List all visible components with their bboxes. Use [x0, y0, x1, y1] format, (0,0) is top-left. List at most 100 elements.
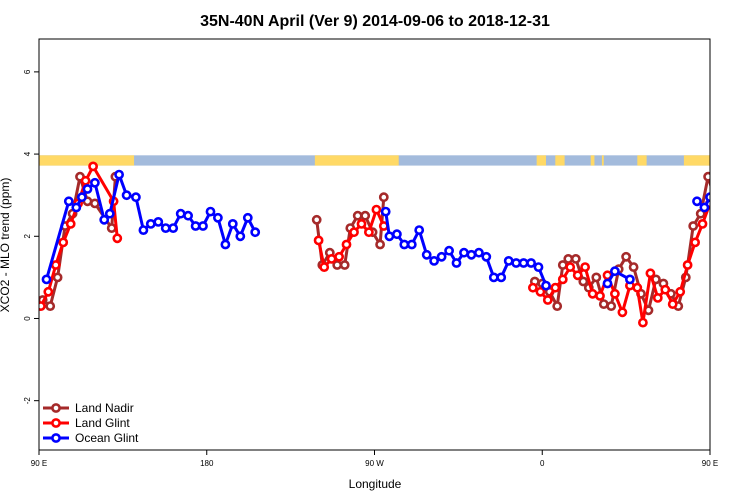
data-point	[104, 208, 115, 219]
data-point	[550, 282, 561, 293]
data-point	[533, 262, 544, 272]
data-point	[703, 171, 710, 182]
data-point	[391, 229, 402, 240]
x-axis-label: Longitude	[349, 477, 402, 491]
y-axis-label: XCO2 - MLO trend (ppm)	[0, 178, 12, 313]
data-point	[356, 218, 367, 229]
data-point	[378, 192, 389, 203]
y-tick-label: 6	[23, 69, 32, 74]
data-point	[705, 192, 710, 203]
data-point	[591, 272, 602, 283]
data-point	[360, 210, 371, 221]
data-point	[598, 299, 609, 309]
data-point	[578, 276, 589, 287]
data-point	[429, 255, 439, 266]
y-tick-label: 2	[23, 234, 32, 239]
data-point	[130, 192, 141, 203]
series-layer	[39, 161, 750, 328]
data-point	[242, 212, 253, 223]
data-point	[63, 196, 74, 207]
data-point	[466, 249, 477, 260]
data-point	[744, 171, 750, 178]
data-point	[451, 258, 462, 268]
data-point	[82, 184, 93, 194]
data-point	[235, 231, 246, 242]
data-point	[712, 198, 719, 205]
data-point	[250, 227, 261, 238]
data-point	[319, 262, 330, 272]
data-point	[114, 169, 124, 180]
data-point	[552, 301, 563, 311]
data-point	[80, 175, 91, 186]
band-land-segment	[39, 155, 135, 166]
data-point	[153, 216, 164, 227]
data-point	[77, 192, 87, 203]
data-point	[628, 262, 639, 272]
data-point	[145, 218, 156, 229]
data-point	[645, 268, 656, 279]
data-point	[349, 227, 359, 238]
series-line	[532, 198, 710, 325]
data-point	[518, 258, 529, 268]
series-land-nadir	[39, 171, 747, 316]
data-point	[41, 274, 52, 285]
data-point	[99, 214, 110, 225]
band-land-segment	[601, 155, 604, 166]
data-point	[580, 262, 590, 272]
data-point	[595, 290, 605, 301]
data-point	[688, 221, 699, 231]
data-point	[602, 278, 613, 289]
data-point	[481, 251, 492, 262]
data-point	[610, 266, 620, 277]
data-point	[535, 286, 546, 297]
data-point	[528, 282, 538, 293]
data-point	[45, 301, 56, 311]
data-point	[160, 223, 171, 233]
data-point	[721, 163, 728, 170]
data-point	[473, 247, 484, 258]
y-tick-label: 4	[23, 151, 32, 156]
data-point	[138, 225, 149, 235]
data-point	[363, 227, 374, 238]
band-land-segment	[637, 155, 647, 166]
series-ocean-glint	[41, 169, 750, 291]
data-point	[729, 216, 736, 223]
data-point	[682, 260, 693, 270]
x-tick-label: 90 E	[702, 459, 718, 468]
data-point	[58, 237, 69, 248]
data-point	[88, 161, 98, 172]
data-point	[740, 173, 747, 180]
chart-title: 35N-40N April (Ver 9) 2014-09-06 to 2018…	[200, 13, 550, 30]
data-point	[421, 249, 432, 260]
y-axis: -2 0 2 4 6	[23, 69, 39, 404]
data-point	[632, 282, 643, 293]
series-line	[39, 164, 119, 307]
data-point	[565, 262, 576, 272]
data-point	[311, 214, 322, 225]
data-point	[71, 202, 82, 213]
data-point	[503, 255, 514, 266]
data-point	[313, 235, 324, 246]
data-point	[625, 274, 635, 285]
band-land-segment	[683, 155, 710, 166]
data-point	[621, 251, 631, 262]
data-point	[43, 286, 54, 297]
data-point	[675, 286, 686, 297]
data-point	[738, 198, 745, 205]
legend-swatch-marker	[51, 418, 61, 428]
data-point	[712, 185, 719, 192]
legend-label: Land Nadir	[75, 401, 134, 415]
data-point	[638, 317, 648, 328]
data-point	[542, 295, 553, 305]
data-point	[406, 239, 417, 250]
data-point	[371, 204, 382, 215]
legend-item: Land Nadir	[43, 401, 134, 415]
data-point	[660, 284, 671, 295]
data-point	[719, 179, 726, 186]
y-tick-label: 0	[23, 316, 32, 321]
legend-label: Ocean Glint	[75, 431, 139, 445]
series-land-glint	[39, 161, 745, 328]
data-point	[699, 202, 710, 213]
